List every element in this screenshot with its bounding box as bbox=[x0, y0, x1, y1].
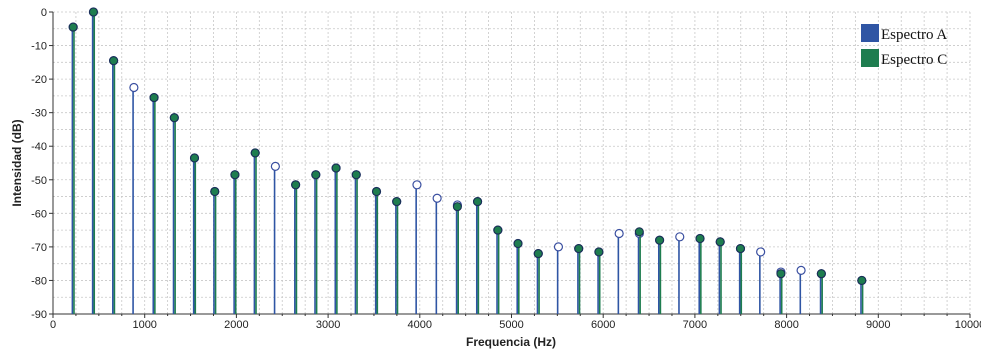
x-tick-label: 3000 bbox=[316, 319, 340, 331]
legend-swatch-a bbox=[861, 24, 879, 42]
stem-marker-c bbox=[109, 56, 119, 66]
stem-marker-c bbox=[655, 235, 665, 245]
y-axis-title: Intensidad (dB) bbox=[10, 119, 24, 206]
stem-marker-c bbox=[68, 22, 78, 32]
x-tick-label: 9000 bbox=[866, 319, 890, 331]
stem-marker-c bbox=[291, 180, 301, 190]
legend: Espectro A Espectro C bbox=[861, 24, 947, 68]
stem-marker-c bbox=[250, 148, 260, 158]
stem-marker-c bbox=[493, 225, 503, 235]
stem-marker-c bbox=[574, 244, 584, 254]
stem-marker-c bbox=[776, 269, 786, 279]
stem-marker-c bbox=[351, 170, 361, 180]
stem-marker-a bbox=[553, 242, 564, 252]
x-tick-label: 2000 bbox=[224, 319, 248, 331]
stem-marker-c bbox=[169, 113, 179, 123]
stem-marker-c bbox=[735, 244, 746, 254]
stem-marker-a bbox=[614, 228, 624, 239]
stem-marker-c bbox=[392, 197, 402, 207]
stem-marker-c bbox=[230, 170, 240, 180]
stem-marker-c bbox=[149, 93, 159, 103]
y-tick-label: -90 bbox=[31, 309, 47, 321]
x-tick-label: 7000 bbox=[683, 319, 707, 331]
stem-marker-a bbox=[756, 247, 766, 257]
stem-marker-c bbox=[189, 153, 200, 163]
series-espectro-a bbox=[68, 7, 867, 314]
stem-marker-c bbox=[331, 163, 341, 173]
stem-marker-c bbox=[210, 186, 220, 197]
x-tick-label: 0 bbox=[50, 319, 56, 331]
stem-marker-a bbox=[129, 82, 139, 93]
axes bbox=[49, 11, 971, 318]
stem-marker-c bbox=[715, 237, 725, 247]
stem-marker-c bbox=[473, 197, 483, 207]
x-tick-label: 6000 bbox=[591, 319, 615, 331]
series-espectro-c bbox=[68, 7, 867, 314]
stem-marker-c bbox=[634, 227, 644, 237]
x-tick-labels: 0 1000 2000 3000 4000 5000 6000 7000 8000 9000 100… bbox=[50, 319, 981, 331]
y-tick-label: -40 bbox=[31, 141, 47, 153]
x-tick-label: 1000 bbox=[132, 319, 156, 331]
y-tick-label: -50 bbox=[31, 175, 47, 187]
stem-marker-c bbox=[816, 269, 826, 279]
stem-marker-c bbox=[513, 238, 523, 249]
y-tick-labels: 0 -10 -20 -30 -40 -50 -60 -70 -80 -90 bbox=[31, 7, 47, 321]
stem-marker-a bbox=[675, 232, 685, 242]
legend-swatch-c bbox=[861, 49, 879, 67]
stem-marker-a bbox=[796, 265, 806, 275]
stem-marker-c bbox=[371, 186, 382, 197]
x-tick-label: 5000 bbox=[499, 319, 523, 331]
stem-marker-a bbox=[412, 180, 422, 190]
y-tick-label: -30 bbox=[31, 108, 47, 120]
stem-marker-c bbox=[311, 170, 321, 180]
stem-marker-c bbox=[594, 247, 604, 257]
y-tick-label: 0 bbox=[41, 7, 47, 19]
y-tick-label: -80 bbox=[31, 275, 47, 287]
y-tick-label: -70 bbox=[31, 242, 47, 254]
y-tick-label: -60 bbox=[31, 208, 47, 220]
legend-label-c: Espectro C bbox=[881, 52, 947, 68]
stem-marker-c bbox=[452, 202, 462, 212]
legend-label-a: Espectro A bbox=[881, 27, 947, 43]
y-tick-label: -10 bbox=[31, 41, 47, 53]
x-tick-label: 8000 bbox=[774, 319, 798, 331]
y-tick-label: -20 bbox=[31, 74, 47, 86]
grid-lines bbox=[52, 11, 971, 315]
stem-series bbox=[68, 7, 867, 314]
stem-marker-c bbox=[88, 7, 98, 17]
stem-marker-a bbox=[270, 161, 280, 171]
x-axis-title: Frequencia (Hz) bbox=[466, 335, 556, 349]
x-tick-label: 4000 bbox=[408, 319, 432, 331]
stem-marker-c bbox=[533, 249, 543, 259]
stem-marker-a bbox=[432, 193, 442, 203]
stem-marker-c bbox=[695, 233, 705, 244]
stem-marker-c bbox=[857, 275, 867, 285]
